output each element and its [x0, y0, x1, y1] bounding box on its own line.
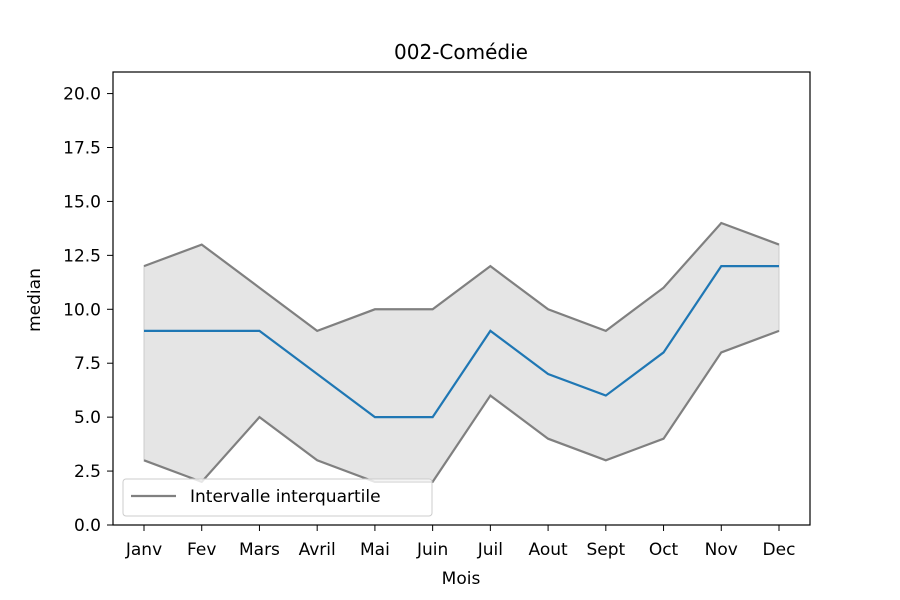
x-tick-label: Nov — [705, 540, 738, 560]
x-tick-label: Mars — [239, 540, 280, 560]
y-tick-label: 12.5 — [63, 246, 101, 266]
legend-box — [122, 478, 433, 517]
x-tick-label: Oct — [649, 540, 679, 560]
x-tick-label: Avril — [299, 540, 336, 560]
y-tick-label: 0.0 — [74, 516, 101, 536]
y-tick-label: 15.0 — [63, 192, 101, 212]
x-tick-label: Fev — [187, 540, 216, 560]
plot-area — [143, 221, 780, 484]
y-tick-label: 2.5 — [74, 462, 101, 482]
iqr-upper-line — [143, 221, 780, 333]
axis-ticks: Janv Fev Mars Avril Mai Juin Juil Aout Sept Oct No… — [63, 85, 795, 560]
y-tick-label: 17.5 — [63, 139, 101, 159]
legend: Intervalle interquartile — [122, 478, 433, 517]
y-tick-label: 10.0 — [63, 300, 101, 320]
x-axis-label: Mois — [442, 569, 481, 589]
x-tick-label: Juil — [477, 540, 503, 560]
y-tick-label: 7.5 — [74, 354, 101, 374]
median-line — [144, 265, 779, 419]
y-axis-label: median — [25, 268, 45, 332]
x-tick-label: Juin — [416, 540, 448, 560]
x-tick-label: Aout — [529, 540, 569, 560]
axes-frame — [112, 71, 811, 526]
x-tick-label: Dec — [763, 540, 796, 560]
chart-title: 002-Comédie — [394, 40, 528, 64]
x-tick-label: Janv — [125, 540, 162, 560]
x-tick-label: Sept — [586, 540, 625, 560]
y-tick-label: 20.0 — [63, 85, 101, 105]
y-tick-label: 5.0 — [74, 408, 101, 428]
x-tick-label: Mai — [360, 540, 390, 560]
iqr-lower-line — [143, 329, 780, 484]
legend-label: Intervalle interquartile — [190, 487, 381, 507]
